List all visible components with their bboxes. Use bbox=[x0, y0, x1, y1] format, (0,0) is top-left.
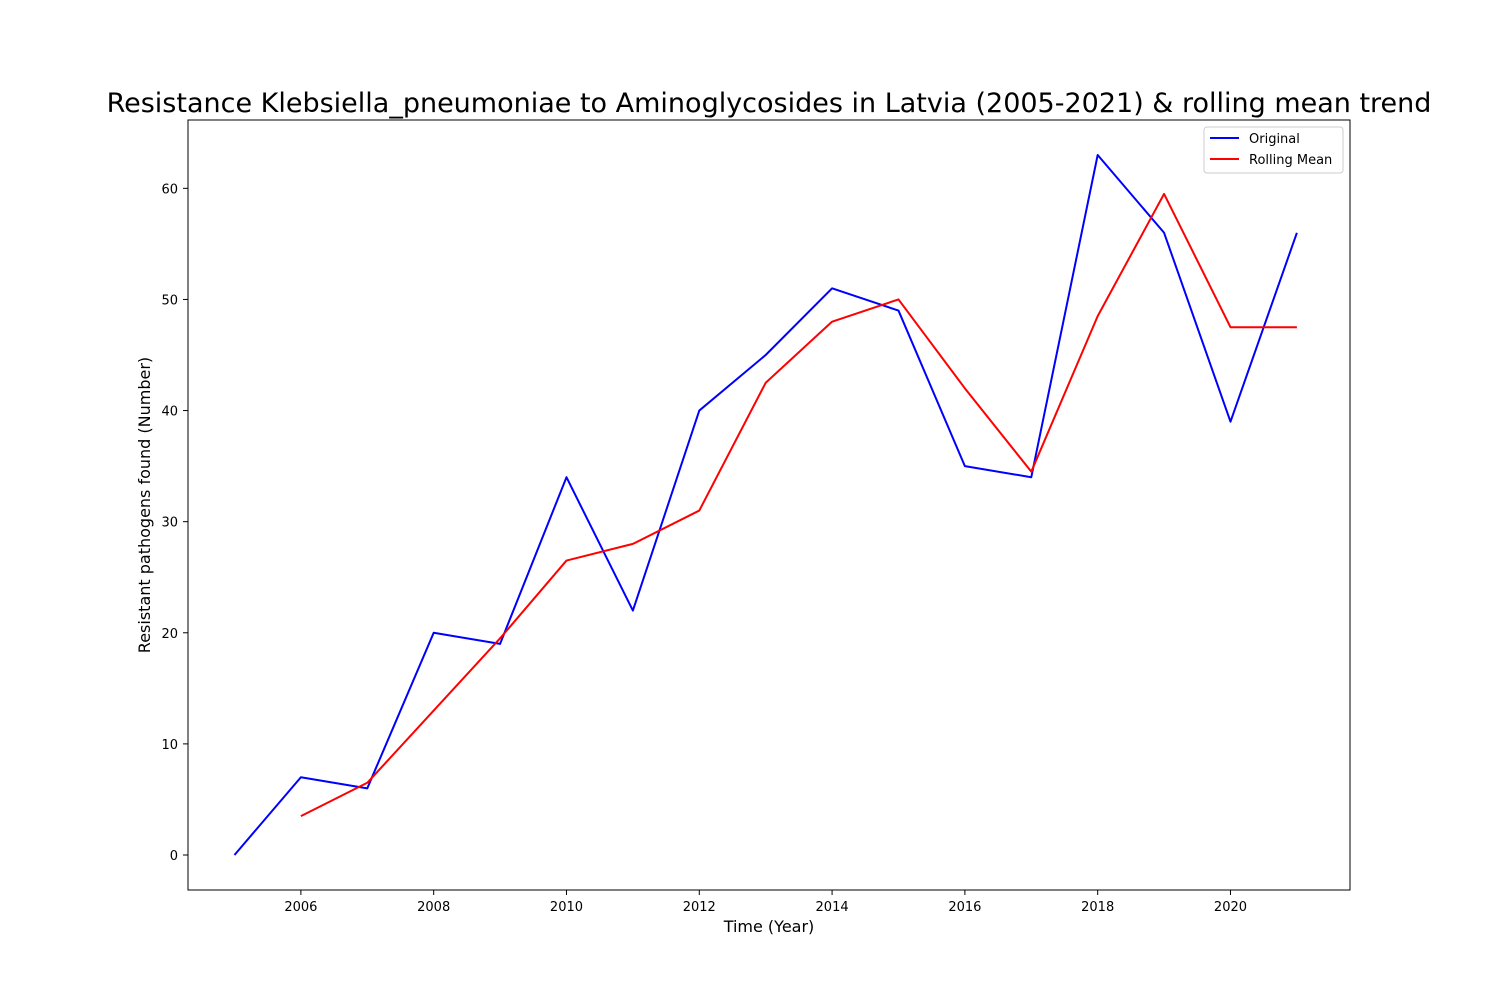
y-axis-ticks: 0 10 20 30 40 50 60 bbox=[161, 182, 188, 864]
y-tick-label: 20 bbox=[161, 627, 178, 642]
x-tick-label: 2008 bbox=[417, 900, 450, 915]
y-tick-label: 60 bbox=[161, 182, 178, 197]
x-tick-label: 2010 bbox=[550, 900, 583, 915]
y-tick-label: 30 bbox=[161, 516, 178, 531]
plot-area bbox=[188, 120, 1350, 890]
x-tick-label: 2016 bbox=[948, 900, 981, 915]
chart-title: Resistance Klebsiella_pneumoniae to Amin… bbox=[107, 88, 1432, 119]
legend: Original Rolling Mean bbox=[1203, 126, 1344, 174]
series-line-original bbox=[233, 154, 1298, 856]
x-tick-label: 2006 bbox=[284, 900, 317, 915]
legend-label-original: Original bbox=[1249, 132, 1300, 147]
x-axis-ticks: 2006 2008 2010 2012 2014 2016 2018 2020 bbox=[284, 890, 1247, 915]
plot-frame bbox=[187, 119, 1351, 891]
y-axis-label: Resistant pathogens found (Number) bbox=[135, 357, 154, 653]
y-tick-label: 50 bbox=[161, 293, 178, 308]
series-lines bbox=[233, 154, 1298, 856]
series-line-rolling-mean bbox=[300, 192, 1297, 818]
x-tick-label: 2014 bbox=[816, 900, 849, 915]
x-axis-label: Time (Year) bbox=[723, 917, 815, 936]
y-tick-label: 0 bbox=[170, 849, 178, 864]
y-tick-label: 40 bbox=[161, 405, 178, 420]
legend-label-rolling-mean: Rolling Mean bbox=[1249, 153, 1332, 168]
x-tick-label: 2018 bbox=[1081, 900, 1114, 915]
y-tick-label: 10 bbox=[161, 738, 178, 753]
x-tick-label: 2012 bbox=[683, 900, 716, 915]
x-tick-label: 2020 bbox=[1214, 900, 1247, 915]
